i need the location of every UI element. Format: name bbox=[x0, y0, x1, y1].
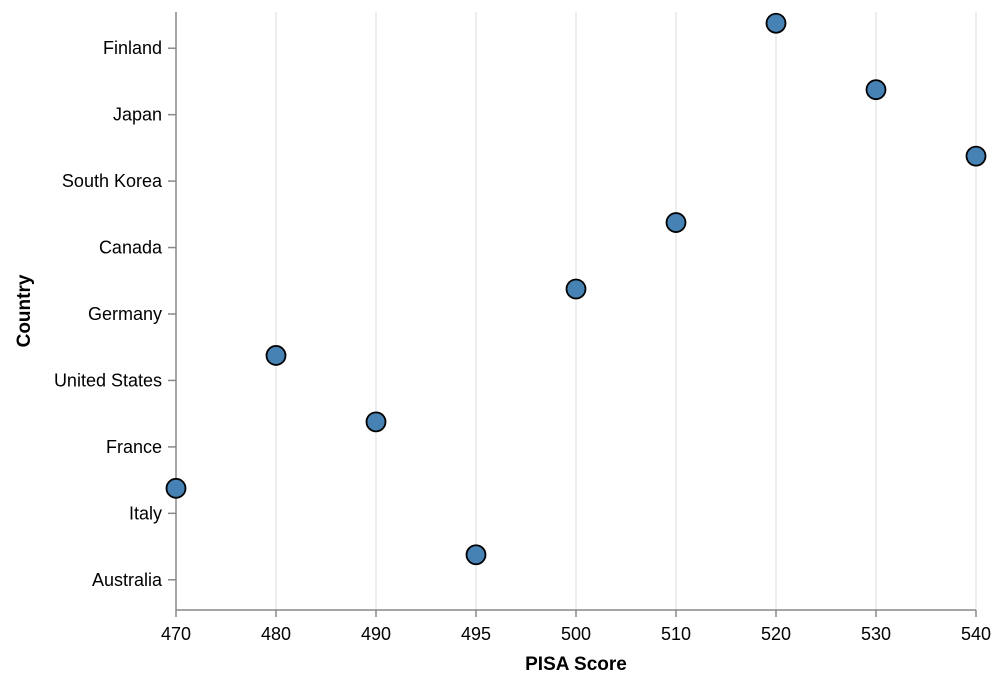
y-axis-title: Country bbox=[14, 274, 35, 347]
data-point bbox=[865, 79, 887, 101]
x-axis-title: PISA Score bbox=[525, 654, 627, 675]
x-tick-label: 540 bbox=[961, 624, 991, 644]
data-point bbox=[565, 278, 587, 300]
data-point bbox=[765, 12, 787, 34]
data-point bbox=[365, 411, 387, 433]
y-tick-label: Japan bbox=[113, 105, 162, 125]
x-tick-label: 495 bbox=[461, 624, 491, 644]
y-tick-label: Germany bbox=[88, 304, 162, 324]
x-tick-label: 470 bbox=[161, 624, 191, 644]
data-points bbox=[165, 12, 987, 566]
x-tick-label: 510 bbox=[661, 624, 691, 644]
x-tick-label: 490 bbox=[361, 624, 391, 644]
x-tick-label: 520 bbox=[761, 624, 791, 644]
data-point bbox=[965, 145, 987, 167]
data-point bbox=[465, 544, 487, 566]
y-tick-label: United States bbox=[54, 370, 162, 390]
y-tick-label: Australia bbox=[92, 570, 163, 590]
y-tick-label: South Korea bbox=[62, 171, 163, 191]
data-point bbox=[665, 212, 687, 233]
y-tick-label: France bbox=[106, 437, 162, 457]
data-point bbox=[165, 477, 187, 499]
y-tick-label: Finland bbox=[103, 38, 162, 58]
x-tick-label: 530 bbox=[861, 624, 891, 644]
x-axis-ticks: 470 480 490 495 500 510 520 530 540 bbox=[161, 610, 991, 644]
y-axis-ticks: Finland Japan South Korea Canada Germany Unit… bbox=[54, 38, 176, 590]
gridlines bbox=[175, 12, 977, 610]
x-tick-label: 480 bbox=[261, 624, 291, 644]
x-tick-label: 500 bbox=[561, 624, 591, 644]
data-point bbox=[265, 345, 287, 366]
y-tick-label: Canada bbox=[99, 238, 163, 258]
y-tick-label: Italy bbox=[129, 503, 162, 523]
